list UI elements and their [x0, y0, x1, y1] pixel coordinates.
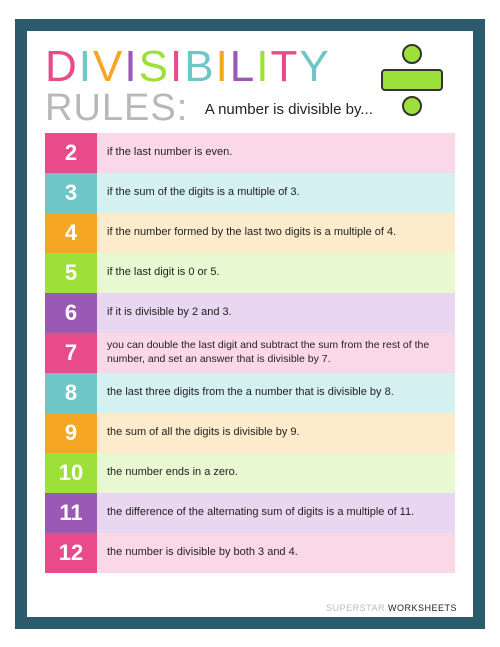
header: DIVISIBILITY RULES: A number is divisibl…	[45, 45, 455, 127]
rule-row: 2if the last number is even.	[45, 133, 455, 173]
rule-text: the sum of all the digits is divisible b…	[97, 413, 455, 453]
rule-text: if the last number is even.	[97, 133, 455, 173]
rule-text: you can double the last digit and subtra…	[97, 333, 455, 373]
rule-row: 8the last three digits from the a number…	[45, 373, 455, 413]
rule-text: the difference of the alternating sum of…	[97, 493, 455, 533]
rule-row: 10the number ends in a zero.	[45, 453, 455, 493]
rule-number: 4	[45, 213, 97, 253]
rule-row: 11the difference of the alternating sum …	[45, 493, 455, 533]
division-icon-dot-top	[402, 44, 422, 64]
footer-word2: WORKSHEETS	[388, 603, 457, 613]
rule-number: 5	[45, 253, 97, 293]
rule-text: the last three digits from the a number …	[97, 373, 455, 413]
rule-text: the number ends in a zero.	[97, 453, 455, 493]
rule-row: 7you can double the last digit and subtr…	[45, 333, 455, 373]
rule-text: the number is divisible by both 3 and 4.	[97, 533, 455, 573]
rule-text: if the last digit is 0 or 5.	[97, 253, 455, 293]
rule-number: 7	[45, 333, 97, 373]
rule-text: if the number formed by the last two dig…	[97, 213, 455, 253]
rule-number: 6	[45, 293, 97, 333]
footer-word1: SUPERSTAR	[326, 603, 385, 613]
rule-row: 9the sum of all the digits is divisible …	[45, 413, 455, 453]
rule-number: 2	[45, 133, 97, 173]
rules-list: 2if the last number is even.3if the sum …	[45, 133, 455, 573]
division-icon-bar	[381, 69, 443, 91]
rule-row: 3if the sum of the digits is a multiple …	[45, 173, 455, 213]
rule-row: 6if it is divisible by 2 and 3.	[45, 293, 455, 333]
rule-text: if the sum of the digits is a multiple o…	[97, 173, 455, 213]
rule-row: 4if the number formed by the last two di…	[45, 213, 455, 253]
rule-row: 5if the last digit is 0 or 5.	[45, 253, 455, 293]
rule-number: 10	[45, 453, 97, 493]
rule-number: 8	[45, 373, 97, 413]
division-icon-dot-bottom	[402, 96, 422, 116]
rule-text: if it is divisible by 2 and 3.	[97, 293, 455, 333]
title-rules: RULES:	[45, 89, 188, 127]
division-icon	[373, 41, 451, 119]
rule-row: 12the number is divisible by both 3 and …	[45, 533, 455, 573]
rule-number: 12	[45, 533, 97, 573]
worksheet-frame: DIVISIBILITY RULES: A number is divisibl…	[15, 19, 485, 629]
footer-brand: SUPERSTAR WORKSHEETS	[326, 603, 457, 613]
rule-number: 11	[45, 493, 97, 533]
subtitle: A number is divisible by...	[205, 101, 373, 118]
rule-number: 3	[45, 173, 97, 213]
rule-number: 9	[45, 413, 97, 453]
